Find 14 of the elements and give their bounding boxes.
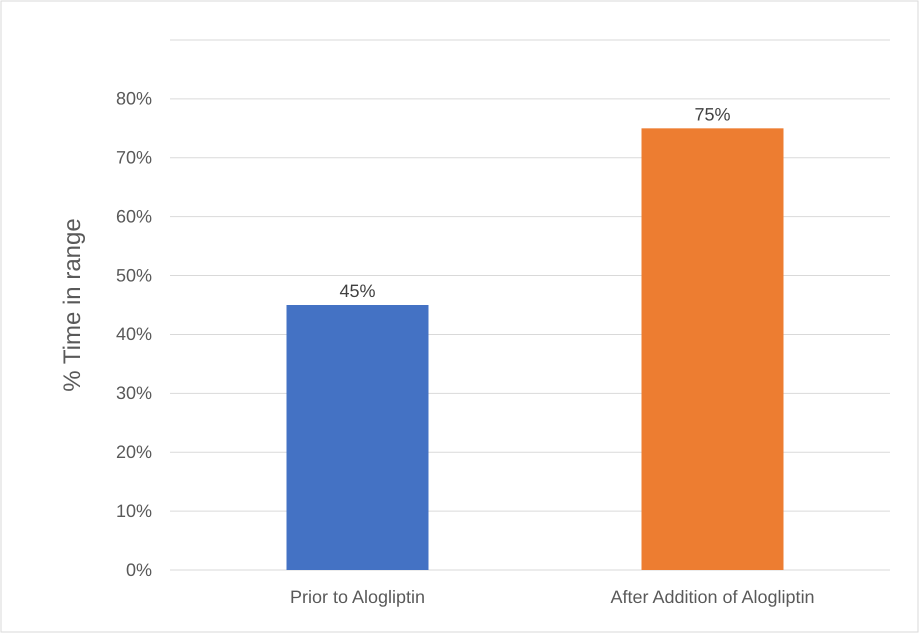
data-label: 75% [694,104,731,124]
y-tick-label: 0% [126,560,152,580]
y-tick-label: 20% [116,442,152,462]
x-tick-label: Prior to Alogliptin [290,586,426,607]
y-tick-label: 10% [116,500,152,521]
y-tick-label: 40% [116,324,152,344]
data-label: 45% [339,281,376,301]
y-tick-label: 80% [116,88,152,109]
x-tick-label: After Addition of Alogliptin [610,586,815,607]
y-tick-label: 70% [116,148,152,168]
y-tick-label: 50% [116,265,152,286]
y-axis-title: % Time in range [59,218,86,392]
y-tick-label: 60% [116,206,152,226]
y-tick-label: 30% [116,383,152,404]
